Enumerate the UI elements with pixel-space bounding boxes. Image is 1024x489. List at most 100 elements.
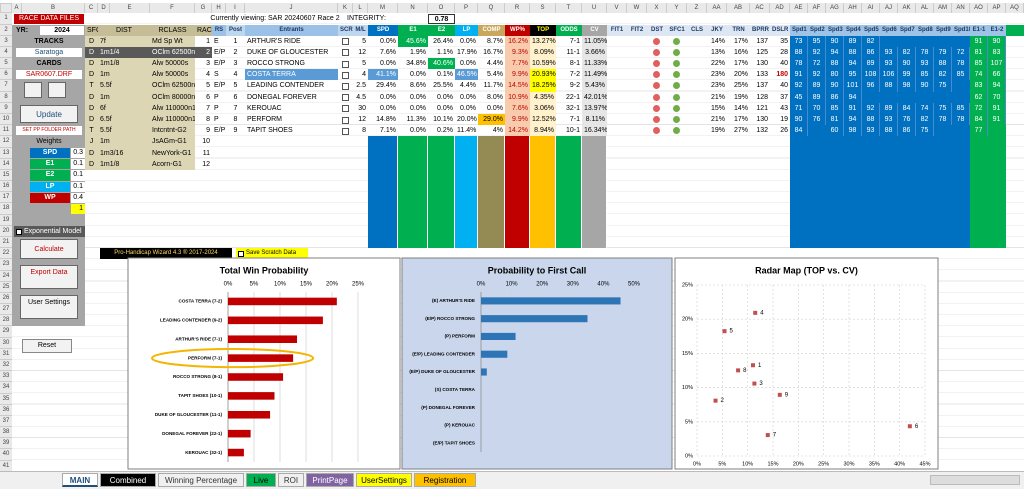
entrant-cell: 8.6% xyxy=(410,82,426,90)
scr-box[interactable] xyxy=(342,127,349,135)
entrant-column-header: FIT2 xyxy=(627,24,647,36)
race-radio[interactable]: 6 xyxy=(206,93,210,101)
horizontal-scrollbar[interactable] xyxy=(930,475,1020,485)
category-label: ROCCO STRONG (8-1) xyxy=(173,374,222,379)
entrant-cell: 29.4% xyxy=(376,82,396,90)
y-tick-label: 15% xyxy=(682,351,693,357)
x-tick-label: 40% xyxy=(597,282,610,288)
entrant-cell: 16.2% xyxy=(505,35,530,47)
reset-button[interactable]: Reset xyxy=(22,338,72,353)
entrant-column-header: TRN xyxy=(727,24,750,36)
user-settings-button[interactable]: User Settings xyxy=(20,294,78,319)
sheet-tab[interactable]: MAIN xyxy=(62,473,98,487)
set-path-button[interactable]: SET PP FOLDER PATH xyxy=(16,126,82,136)
race-cell: 1m xyxy=(100,93,110,101)
scr-box[interactable] xyxy=(342,116,349,124)
entrant-cell: 11.4% xyxy=(457,127,477,135)
race-cell: Alw 110000n1x xyxy=(152,104,195,112)
export-button[interactable]: Export Data xyxy=(20,265,78,290)
speed-cell: 95 xyxy=(844,69,862,81)
weight-value[interactable]: 0.1 xyxy=(71,159,85,170)
speed-cell: 88 xyxy=(880,125,898,137)
year-field[interactable]: 2024 xyxy=(40,25,84,35)
weight-value[interactable]: 0.4 xyxy=(71,192,85,203)
scr-box[interactable] xyxy=(342,105,349,113)
race-radio[interactable]: 3 xyxy=(206,60,210,68)
race-radio[interactable]: 5 xyxy=(206,82,210,90)
brand-label: Pro-Handicap Wizard 4.3 ® 2017-2024 xyxy=(100,248,232,260)
speed-cell: 90 xyxy=(916,80,934,92)
speed-cell: 108 xyxy=(862,69,880,81)
weight-value[interactable]: 0.3 xyxy=(71,148,85,159)
entrant-cell: 4% xyxy=(492,127,503,135)
save-scratch[interactable]: Save Scratch Data xyxy=(236,248,308,260)
speed-cell: 82 xyxy=(934,69,952,81)
speed-cell: 86 xyxy=(862,46,880,59)
update-button[interactable]: Update xyxy=(20,104,78,123)
race-radio[interactable]: 2 xyxy=(195,46,212,59)
row-header: 31 xyxy=(0,348,12,360)
weight-value[interactable]: 0.1 xyxy=(71,170,85,181)
row-header: 24 xyxy=(0,270,12,282)
bar xyxy=(228,411,271,419)
race-radio[interactable]: 9 xyxy=(206,127,210,135)
column-header: AF xyxy=(808,3,826,13)
scr-box[interactable] xyxy=(342,94,349,102)
scr-box[interactable] xyxy=(342,82,349,90)
speed-cell: 83 xyxy=(970,80,988,92)
entrant-column-header: Entrants xyxy=(245,24,338,36)
sfc1-icon xyxy=(673,93,680,101)
speed-cell: 66 xyxy=(988,69,1006,81)
race-radio[interactable]: 1 xyxy=(206,37,210,45)
sheet-tab[interactable]: ROI xyxy=(278,473,304,487)
race-data-files[interactable]: RACE DATA FILES xyxy=(14,14,84,24)
entrant-cell: 4.5 xyxy=(356,93,366,101)
race-radio[interactable]: 4 xyxy=(206,71,210,79)
exp-checkbox[interactable] xyxy=(16,228,22,235)
speed-cell: 77 xyxy=(970,125,988,137)
race-radio[interactable]: 10 xyxy=(202,138,210,146)
speed-cell: 82 xyxy=(916,114,934,126)
race-radio[interactable]: 8 xyxy=(206,116,210,124)
track-field[interactable]: Saratoga xyxy=(16,47,82,58)
column-header: E xyxy=(110,3,150,13)
entrant-column-header: SCR xyxy=(338,24,353,36)
race-cell: 1m1/4 xyxy=(98,46,150,59)
exponential-model[interactable]: Exponential Model xyxy=(14,225,85,237)
column-header: AE xyxy=(790,3,808,13)
viewing-label: Currently viewing: SAR 20240607 Race 2 xyxy=(210,15,340,23)
race-radio[interactable]: 7 xyxy=(206,104,210,112)
sheet-tab[interactable]: Combined xyxy=(100,473,156,487)
scr-box[interactable] xyxy=(342,49,349,57)
sheet-tab[interactable]: Registration xyxy=(414,473,476,487)
sheet-tab[interactable]: Live xyxy=(246,473,276,487)
scr-box[interactable] xyxy=(342,38,349,46)
race-column-header: DIST xyxy=(98,24,150,36)
speed-cell: 88 xyxy=(880,80,898,92)
prev-card-button[interactable] xyxy=(24,82,42,99)
sheet-tab[interactable]: Winning Percentage xyxy=(158,473,244,487)
sheet-tab[interactable]: UserSettings xyxy=(356,473,412,487)
save-scratch-box[interactable] xyxy=(238,250,244,257)
sheet-tab[interactable]: PrintPage xyxy=(306,473,354,487)
scr-box[interactable] xyxy=(342,60,349,68)
column-header: C xyxy=(85,3,98,13)
column-header: K xyxy=(338,3,353,13)
speed-cell: 95 xyxy=(808,35,826,47)
scr-box[interactable] xyxy=(342,71,349,79)
calculate-button[interactable]: Calculate xyxy=(20,239,78,259)
race-radio[interactable]: 12 xyxy=(202,160,210,168)
column-fill xyxy=(455,136,478,249)
race-cell: 5.5f xyxy=(100,127,112,135)
race-cell: D xyxy=(88,116,95,124)
point-label: 1 xyxy=(758,363,762,369)
dst-icon xyxy=(653,48,660,56)
race-radio[interactable]: 11 xyxy=(202,149,210,157)
dst-icon xyxy=(653,104,660,112)
weight-value[interactable]: 0.1 xyxy=(71,181,85,192)
speed-cell: 90 xyxy=(988,35,1006,47)
entrant-cell: 9.9% xyxy=(505,69,530,81)
row-header: 14 xyxy=(0,158,12,170)
next-card-button[interactable] xyxy=(48,82,66,99)
card-field[interactable]: SAR0607.DRF xyxy=(16,70,82,80)
